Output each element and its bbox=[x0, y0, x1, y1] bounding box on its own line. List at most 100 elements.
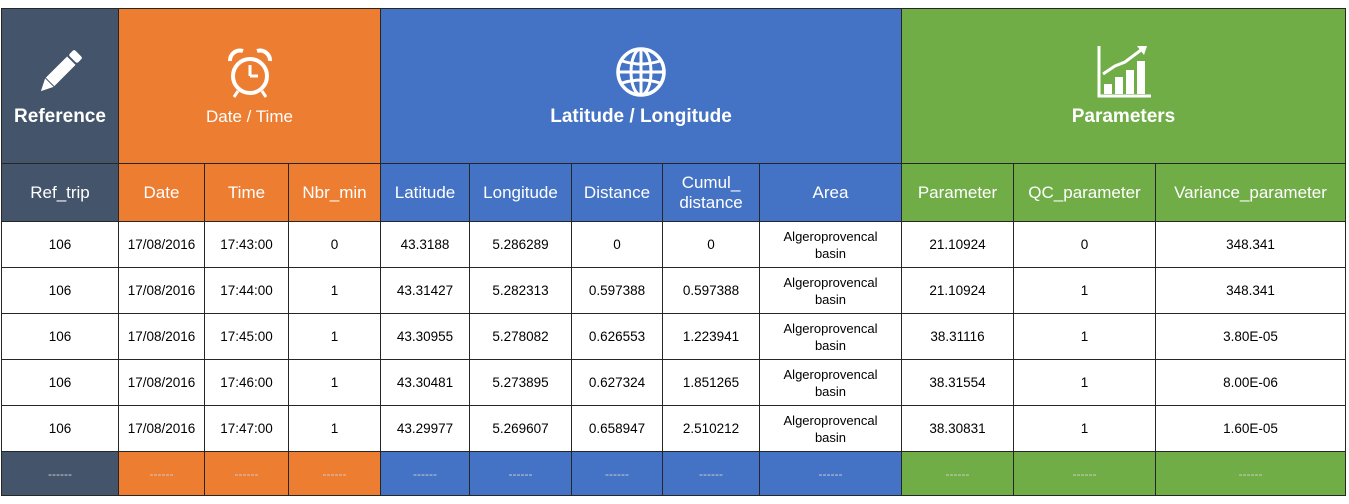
data-table: Reference Date / Time L bbox=[1, 8, 1346, 496]
table-cell: 17/08/2016 bbox=[118, 405, 205, 452]
footer-cell: ------ bbox=[204, 451, 289, 496]
table-cell: 106 bbox=[1, 267, 119, 314]
table-cell: 1 bbox=[1013, 267, 1156, 314]
table-cell: 0 bbox=[1013, 221, 1156, 268]
footer-cell: ------ bbox=[1, 451, 119, 496]
table-cell: 17:45:00 bbox=[204, 313, 289, 360]
table-cell: 0.597388 bbox=[662, 267, 760, 314]
group-title-latlon: Latitude / Longitude bbox=[550, 106, 732, 127]
table-cell: 43.30481 bbox=[380, 359, 470, 406]
table-cell: 17/08/2016 bbox=[118, 221, 205, 268]
footer-cell: ------ bbox=[1013, 451, 1156, 496]
table-cell: 1.60E-05 bbox=[1155, 405, 1346, 452]
column-header: Distance bbox=[571, 163, 663, 222]
table-cell: 1 bbox=[288, 359, 381, 406]
table-cell: 43.3188 bbox=[380, 221, 470, 268]
footer-cell: ------ bbox=[469, 451, 572, 496]
group-header-reference: Reference bbox=[1, 8, 119, 164]
group-header-datetime: Date / Time bbox=[118, 8, 381, 164]
footer-cell: ------ bbox=[901, 451, 1014, 496]
table-cell: 21.10924 bbox=[901, 267, 1014, 314]
table-cell: 1 bbox=[288, 405, 381, 452]
column-header: Time bbox=[204, 163, 289, 222]
table-cell: 106 bbox=[1, 221, 119, 268]
globe-icon bbox=[616, 47, 666, 97]
table-cell: Algeroprovencal basin bbox=[759, 221, 902, 268]
column-header: Cumul_ distance bbox=[662, 163, 760, 222]
table-cell: 1 bbox=[1013, 313, 1156, 360]
column-header: Parameter bbox=[901, 163, 1014, 222]
table-row: 106 17/08/2016 17:44:00 1 43.31427 5.282313 0.… bbox=[1, 267, 1346, 314]
group-title-datetime: Date / Time bbox=[206, 107, 293, 126]
table-cell: 17:44:00 bbox=[204, 267, 289, 314]
table-cell: 106 bbox=[1, 313, 119, 360]
table-cell: 0 bbox=[288, 221, 381, 268]
column-header: QC_parameter bbox=[1013, 163, 1156, 222]
table-cell: 5.273895 bbox=[469, 359, 572, 406]
table-cell: Algeroprovencal basin bbox=[759, 313, 902, 360]
table-cell: Algeroprovencal basin bbox=[759, 405, 902, 452]
table-row: 106 17/08/2016 17:43:00 0 43.3188 5.286289 0 0 A… bbox=[1, 221, 1346, 268]
group-header-parameters: Parameters bbox=[901, 8, 1346, 164]
table-cell: 1.223941 bbox=[662, 313, 760, 360]
table-cell: 1 bbox=[1013, 405, 1156, 452]
table-cell: 1 bbox=[288, 267, 381, 314]
table-cell: 106 bbox=[1, 405, 119, 452]
column-header: Area bbox=[759, 163, 902, 222]
table-row: 106 17/08/2016 17:46:00 1 43.30481 5.273895 0.… bbox=[1, 359, 1346, 406]
alarm-clock-icon bbox=[227, 48, 272, 98]
footer-cell: ------ bbox=[380, 451, 470, 496]
table-cell: 43.31427 bbox=[380, 267, 470, 314]
table-cell: 0.658947 bbox=[571, 405, 663, 452]
table-cell: 17:46:00 bbox=[204, 359, 289, 406]
table-cell: 106 bbox=[1, 359, 119, 406]
table-cell: 5.282313 bbox=[469, 267, 572, 314]
table-cell: 0 bbox=[571, 221, 663, 268]
table-cell: 38.30831 bbox=[901, 405, 1014, 452]
group-title-reference: Reference bbox=[14, 106, 106, 127]
table-cell: 17/08/2016 bbox=[118, 359, 205, 406]
pencil-icon bbox=[40, 50, 82, 92]
table-cell: Algeroprovencal basin bbox=[759, 267, 902, 314]
table-cell: 5.278082 bbox=[469, 313, 572, 360]
column-header: Latitude bbox=[380, 163, 470, 222]
table-cell: 2.510212 bbox=[662, 405, 760, 452]
footer-cell: ------ bbox=[662, 451, 760, 496]
column-header: Date bbox=[118, 163, 205, 222]
table-row: 106 17/08/2016 17:47:00 1 43.29977 5.269607 0.… bbox=[1, 405, 1346, 452]
table-cell: 5.286289 bbox=[469, 221, 572, 268]
group-header-row: Reference Date / Time L bbox=[1, 8, 1346, 164]
table-cell: 1.851265 bbox=[662, 359, 760, 406]
group-title-parameters: Parameters bbox=[1071, 106, 1176, 127]
footer-cell: ------ bbox=[1155, 451, 1346, 496]
table-cell: 0 bbox=[662, 221, 760, 268]
group-header-latlon: Latitude / Longitude bbox=[380, 8, 902, 164]
table-cell: 38.31554 bbox=[901, 359, 1014, 406]
footer-cell: ------ bbox=[118, 451, 205, 496]
table-cell: 17:47:00 bbox=[204, 405, 289, 452]
table-cell: 1 bbox=[1013, 359, 1156, 406]
table-cell: 5.269607 bbox=[469, 405, 572, 452]
table-cell: 43.30955 bbox=[380, 313, 470, 360]
column-header: Ref_trip bbox=[1, 163, 119, 222]
footer-row: ------ ------ ------ ------ ------ ------ ----… bbox=[1, 451, 1346, 496]
table-body: 106 17/08/2016 17:43:00 0 43.3188 5.286289 0 0 A… bbox=[1, 221, 1346, 452]
table-cell: Algeroprovencal basin bbox=[759, 359, 902, 406]
table-cell: 348.341 bbox=[1155, 221, 1346, 268]
footer-cell: ------ bbox=[288, 451, 381, 496]
table-cell: 1 bbox=[288, 313, 381, 360]
footer-cell: ------ bbox=[759, 451, 902, 496]
bar-chart-growth-icon bbox=[1097, 46, 1151, 98]
table-cell: 0.627324 bbox=[571, 359, 663, 406]
table-cell: 43.29977 bbox=[380, 405, 470, 452]
table-cell: 21.10924 bbox=[901, 221, 1014, 268]
table-cell: 3.80E-05 bbox=[1155, 313, 1346, 360]
table-row: 106 17/08/2016 17:45:00 1 43.30955 5.278082 0.… bbox=[1, 313, 1346, 360]
table-cell: 17/08/2016 bbox=[118, 267, 205, 314]
table-cell: 0.597388 bbox=[571, 267, 663, 314]
table-cell: 38.31116 bbox=[901, 313, 1014, 360]
table-cell: 17:43:00 bbox=[204, 221, 289, 268]
table-cell: 17/08/2016 bbox=[118, 313, 205, 360]
footer-cell: ------ bbox=[571, 451, 663, 496]
